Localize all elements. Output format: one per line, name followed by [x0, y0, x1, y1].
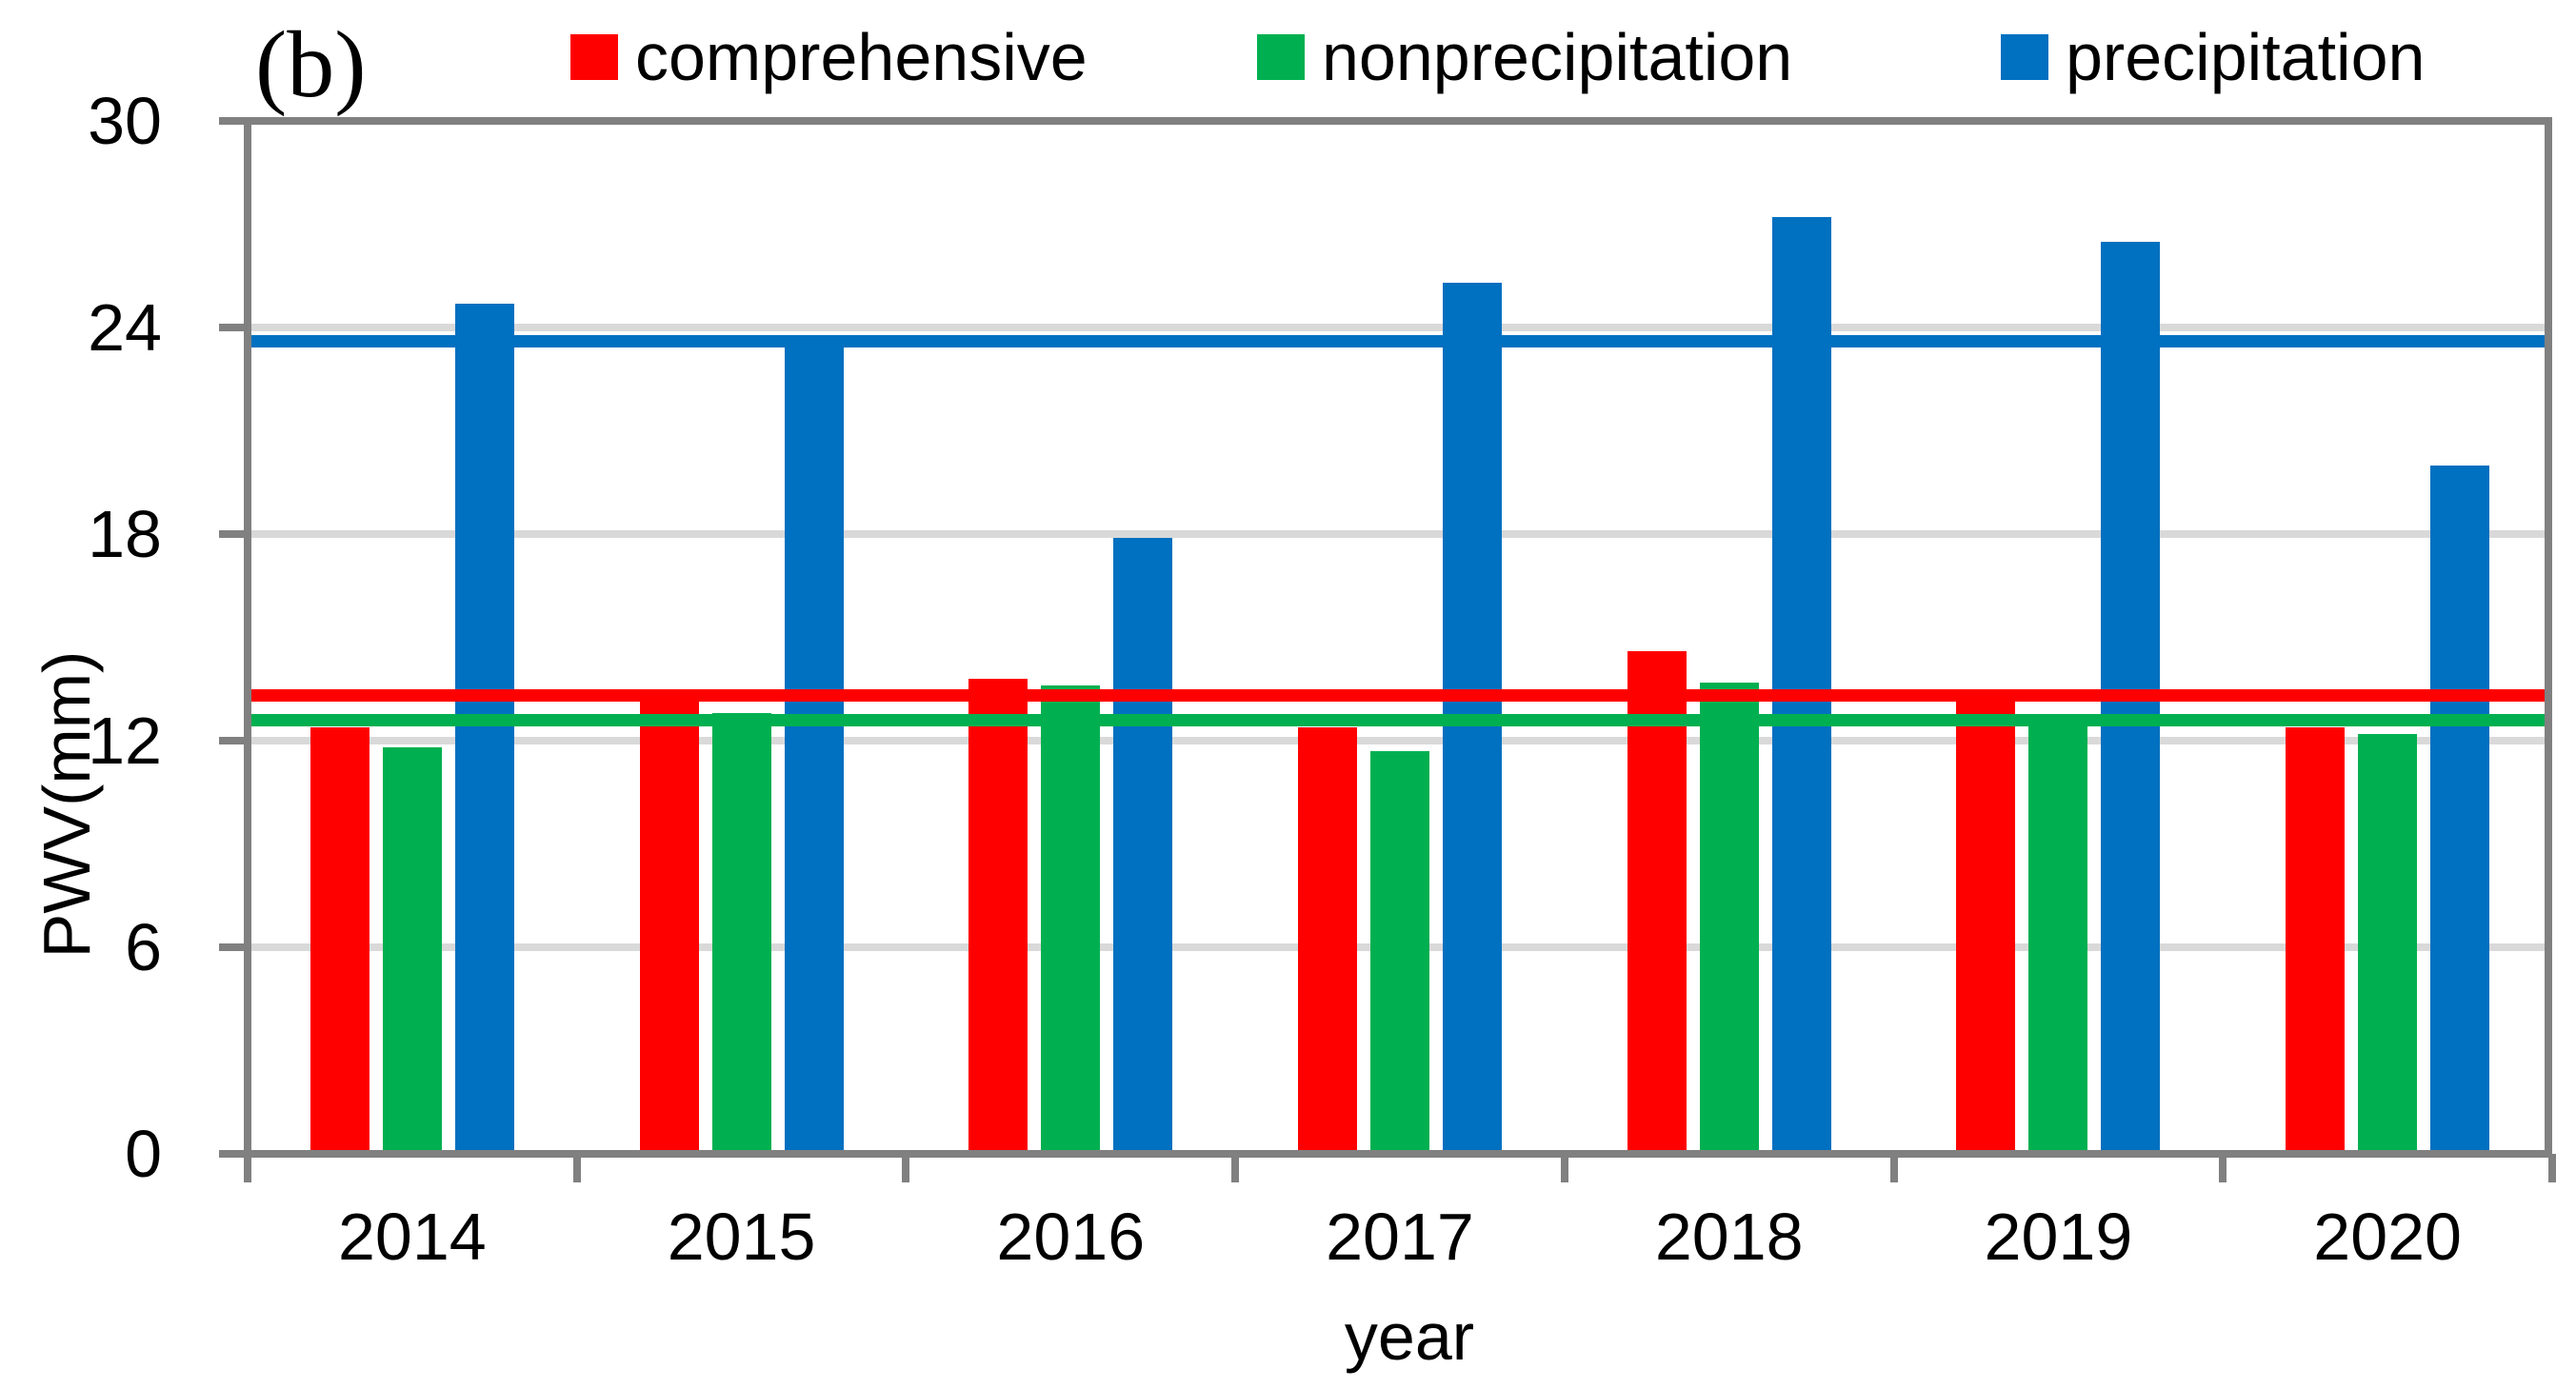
bar-comprehensive-2017 — [1298, 726, 1357, 1154]
bar-nonprecipitation-2016 — [1041, 685, 1101, 1154]
x-tick-1 — [572, 1154, 581, 1182]
y-tick-0 — [219, 1150, 248, 1158]
bar-precipitation-2016 — [1113, 537, 1173, 1154]
bar-nonprecipitation-2017 — [1370, 750, 1429, 1154]
legend-label-nonprecipitation: nonprecipitation — [1322, 20, 1793, 94]
legend-swatch-comprehensive-icon — [570, 34, 618, 80]
y-tick-12 — [219, 737, 248, 744]
bar-comprehensive-2018 — [1627, 650, 1687, 1154]
legend-label-comprehensive: comprehensive — [635, 20, 1088, 94]
x-category-label-2017: 2017 — [1326, 1200, 1474, 1274]
x-category-label-2020: 2020 — [2313, 1200, 2462, 1274]
bar-precipitation-2018 — [1771, 217, 1831, 1154]
x-tick-7 — [2547, 1154, 2556, 1182]
y-tick-label-6: 6 — [125, 910, 162, 984]
legend-item-precipitation: precipitation — [2001, 24, 2425, 90]
plot-border-right — [2545, 121, 2552, 1158]
x-category-label-2018: 2018 — [1654, 1200, 1804, 1274]
legend-item-nonprecipitation: nonprecipitation — [1257, 24, 1792, 90]
gridline-y-24 — [248, 324, 2552, 331]
bar-comprehensive-2015 — [639, 699, 699, 1154]
bar-precipitation-2015 — [784, 341, 844, 1154]
gridline-y-12 — [248, 737, 2552, 744]
y-tick-30 — [219, 117, 248, 125]
x-tick-2 — [902, 1154, 910, 1182]
bar-nonprecipitation-2014 — [382, 747, 442, 1154]
x-category-label-2014: 2014 — [337, 1200, 487, 1274]
bar-comprehensive-2016 — [968, 678, 1028, 1154]
bar-nonprecipitation-2019 — [2028, 720, 2088, 1154]
mean-line-comprehensive — [248, 689, 2552, 703]
legend-label-precipitation: precipitation — [2066, 20, 2426, 94]
x-tick-5 — [1889, 1154, 1898, 1182]
y-axis-line — [244, 117, 251, 1182]
bar-nonprecipitation-2015 — [711, 713, 771, 1154]
bar-precipitation-2014 — [454, 303, 514, 1154]
y-tick-label-12: 12 — [88, 704, 162, 778]
y-tick-label-18: 18 — [88, 497, 162, 571]
x-category-label-2015: 2015 — [667, 1200, 816, 1274]
mean-line-nonprecipitation — [248, 713, 2552, 726]
legend-swatch-nonprecipitation-icon — [1257, 34, 1305, 80]
x-category-label-2016: 2016 — [996, 1200, 1146, 1274]
x-tick-6 — [2219, 1154, 2227, 1182]
bar-precipitation-2020 — [2430, 465, 2490, 1154]
y-tick-6 — [219, 943, 248, 951]
legend-item-comprehensive: comprehensive — [570, 24, 1088, 90]
bar-comprehensive-2020 — [2286, 726, 2346, 1154]
gridline-y-18 — [248, 530, 2552, 538]
panel-label: (b) — [255, 11, 367, 117]
bar-nonprecipitation-2020 — [2358, 733, 2418, 1154]
y-tick-24 — [219, 324, 248, 331]
bar-comprehensive-2019 — [1956, 699, 2016, 1154]
y-tick-label-24: 24 — [88, 290, 162, 365]
x-axis-title: year — [1344, 1300, 1475, 1374]
mean-line-precipitation — [248, 334, 2552, 347]
y-tick-label-0: 0 — [125, 1117, 162, 1191]
y-tick-label-30: 30 — [88, 84, 162, 158]
x-axis-line — [244, 1150, 2552, 1158]
x-tick-4 — [1560, 1154, 1568, 1182]
y-tick-18 — [219, 530, 248, 538]
plot-border-top — [244, 117, 2552, 125]
bar-nonprecipitation-2018 — [1699, 682, 1759, 1154]
x-category-label-2019: 2019 — [1984, 1200, 2133, 1274]
legend-swatch-precipitation-icon — [2001, 34, 2048, 80]
bar-comprehensive-2014 — [310, 726, 369, 1154]
x-tick-3 — [1231, 1154, 1240, 1182]
